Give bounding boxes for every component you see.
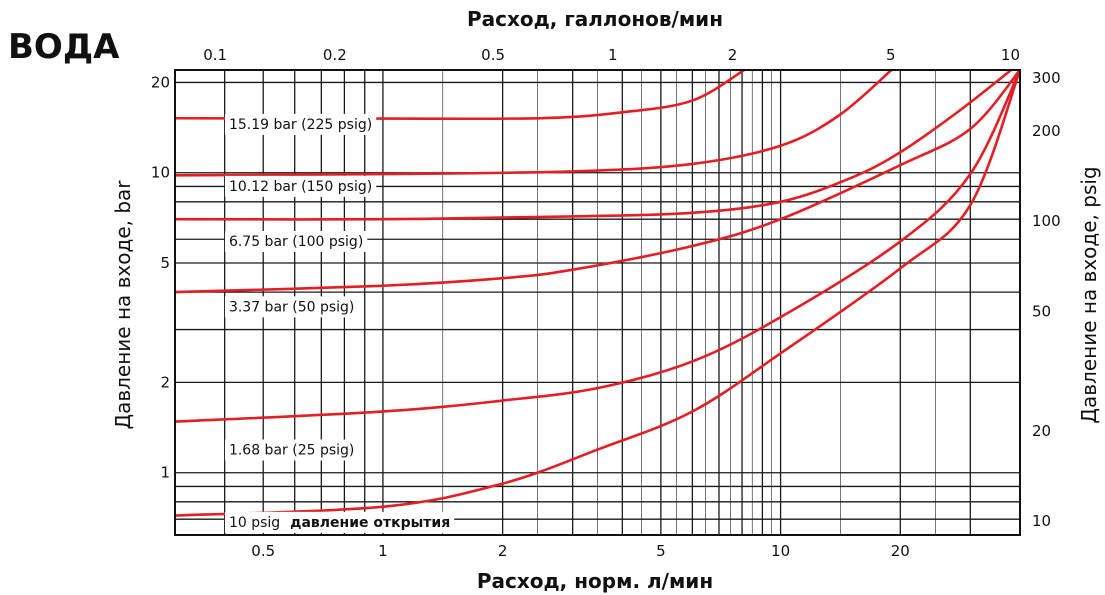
left-tick-label: 2: [160, 373, 170, 391]
bottom-tick-label: 10: [771, 542, 790, 560]
bottom-tick-label: 2: [498, 542, 508, 560]
top-tick-label: 10: [1001, 46, 1020, 64]
right-tick-label: 10: [1032, 512, 1051, 530]
series-curve-4: [175, 70, 1020, 423]
right-tick-label: 300: [1032, 69, 1061, 87]
series-label-background: [224, 230, 368, 252]
bottom-tick-label: 20: [891, 542, 910, 560]
series-label-5: 10 psig давление открытия: [224, 511, 455, 533]
chart-title: ВОДА: [8, 27, 120, 67]
series-label-text: давление открытия: [290, 515, 450, 531]
series-labels: 15.19 bar (225 psig) 10.12 bar (150 psig)…: [224, 113, 455, 533]
left-tick-label: 20: [151, 73, 170, 91]
series-label-background: [224, 113, 377, 135]
series-label-text: 10.12 bar (150 psig): [229, 179, 372, 195]
bottom-tick-label: 1: [378, 542, 388, 560]
bottom-tick-label: 0.5: [251, 542, 275, 560]
series-label-text: 15.19 bar (225 psig): [229, 117, 372, 133]
series-label-3: 3.37 bar (50 psig): [224, 296, 359, 318]
series-label-1: 10.12 bar (150 psig): [224, 175, 377, 197]
series-label-text: 10 psig: [229, 515, 280, 531]
top-tick-label: 0.1: [203, 46, 227, 64]
series-label-text: 3.37 bar (50 psig): [229, 299, 354, 315]
series-curve-5: [175, 70, 1020, 517]
series-label-background: [224, 296, 359, 318]
top-tick-label: 5: [886, 46, 896, 64]
top-axis-title: Расход, галлонов/мин: [467, 7, 723, 31]
right-tick-label: 200: [1032, 122, 1061, 140]
series-curves: [175, 70, 1020, 517]
plot-frame: [174, 69, 1021, 536]
series-label-background: [224, 175, 377, 197]
top-tick-label: 0.5: [481, 46, 505, 64]
top-tick-label: 2: [728, 46, 738, 64]
right-tick-label: 100: [1032, 212, 1061, 230]
left-tick-label: 10: [151, 164, 170, 182]
left-tick-label: 5: [160, 254, 170, 272]
series-curve-2: [175, 70, 1013, 221]
top-tick-label: 1: [608, 46, 618, 64]
series-label-2: 6.75 bar (100 psig): [224, 230, 368, 252]
bottom-axis-title: Расход, норм. л/мин: [477, 569, 713, 593]
right-tick-label: 50: [1032, 302, 1051, 320]
series-curve-3: [175, 70, 1020, 294]
series-label-text: 6.75 bar (100 psig): [229, 234, 363, 250]
right-tick-label: 20: [1032, 422, 1051, 440]
left-axis-title: Давление на входе, bar: [111, 180, 135, 430]
left-tick-label: 1: [160, 464, 170, 482]
right-axis-title: Давление на входе, psig: [1077, 166, 1101, 423]
series-curve-1: [175, 70, 893, 177]
top-tick-label: 0.2: [323, 46, 347, 64]
bottom-tick-label: 5: [656, 542, 666, 560]
series-label-0: 15.19 bar (225 psig): [224, 113, 377, 135]
tick-labels: 0.1 0.2 0.5 1 2 5 10 0.5 1 2 5 10 20 20 10 5 2 1 300 200 100…: [151, 46, 1061, 560]
series-label-background: [224, 439, 359, 461]
series-label-4: 1.68 bar (25 psig): [224, 439, 359, 461]
series-label-background: [224, 511, 455, 533]
series-label-text: 1.68 bar (25 psig): [229, 443, 354, 459]
